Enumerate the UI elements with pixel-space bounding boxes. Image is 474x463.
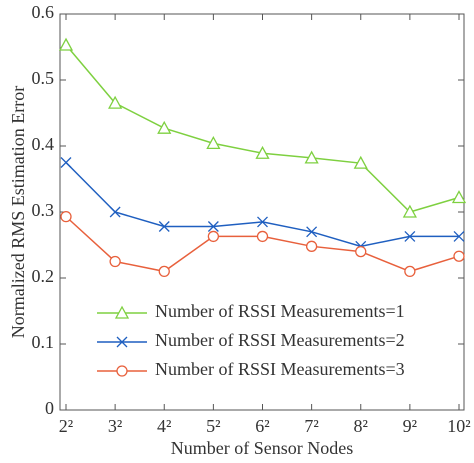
marker [404,265,416,278]
x-tick-label: 9² [403,416,417,436]
marker [58,37,74,51]
x-tick-label: 5² [206,416,220,436]
y-axis-label: Normalized RMS Estimation Error [8,86,28,338]
legend-label: Number of RSSI Measurements=3 [155,359,405,379]
marker [116,365,128,377]
marker [60,157,72,168]
x-tick-label: 4² [157,416,171,436]
x-tick-label: 6² [255,416,269,436]
marker [158,265,170,278]
series-line [65,44,460,213]
marker [157,120,172,134]
legend-label: Number of RSSI Measurements=1 [155,301,405,321]
legend-label: Number of RSSI Measurements=2 [155,330,405,350]
marker [304,150,319,164]
marker [108,95,123,109]
x-tick-label: 10² [447,416,470,436]
marker [353,155,368,169]
y-tick-label: 0.4 [32,134,55,154]
marker [451,190,467,204]
plot-frame [59,13,465,411]
y-tick-label: 0.1 [32,332,55,352]
marker [109,255,121,268]
marker [207,221,219,232]
marker [306,226,318,238]
y-tick-label: 0.6 [32,2,55,22]
marker [114,305,130,319]
x-tick-label: 7² [304,416,318,436]
marker [60,210,72,223]
marker [206,136,221,150]
marker [207,230,220,243]
x-tick-label: 3² [108,416,122,436]
x-tick-label: 8² [354,416,368,436]
marker [255,145,270,159]
y-tick-label: 0.3 [32,200,55,220]
marker [256,230,269,243]
marker [355,245,367,258]
series-line [65,216,460,273]
marker [116,336,128,348]
y-tick-label: 0.5 [32,68,55,88]
marker [404,230,416,242]
marker [257,216,268,228]
x-axis-label: Number of Sensor Nodes [171,438,353,458]
x-tick-label: 2² [59,416,73,436]
marker [453,250,465,262]
y-tick-label: 0 [45,398,54,418]
marker [109,206,121,218]
marker [453,230,465,242]
y-tick-label: 0.2 [32,266,55,286]
marker [158,221,170,232]
marker [305,240,318,252]
marker [402,204,417,218]
